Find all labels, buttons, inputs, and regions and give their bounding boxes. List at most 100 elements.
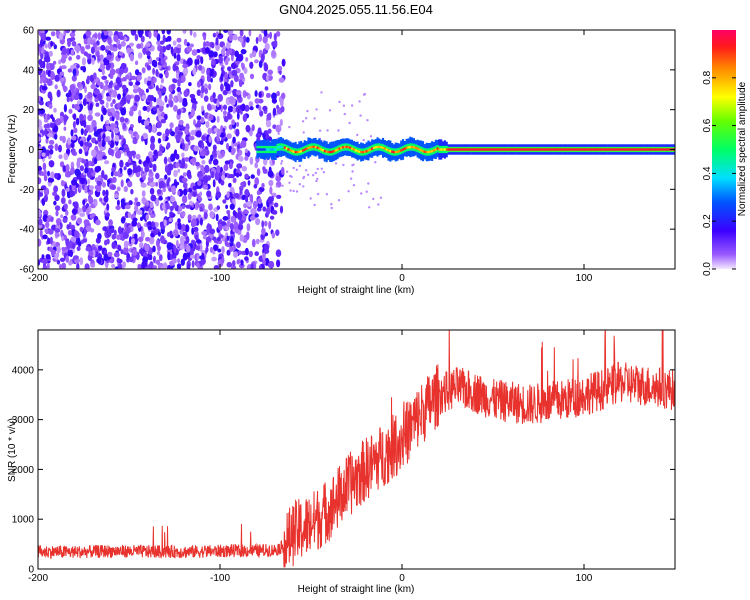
spectrogram-noise-cell bbox=[130, 30, 137, 36]
spectrogram-noise-cell bbox=[172, 40, 177, 46]
spectrogram-noise-cell bbox=[100, 44, 106, 51]
spectrogram-noise-cell bbox=[234, 192, 240, 199]
spectrogram-line-cell bbox=[325, 150, 328, 153]
x-tick-label: 100 bbox=[576, 273, 593, 284]
spectrogram-noise-cell bbox=[42, 162, 47, 171]
spectrogram-noise-cell bbox=[125, 74, 130, 80]
spectrogram-noise-cell bbox=[181, 152, 185, 158]
spectrogram-noise-cell bbox=[231, 119, 236, 126]
spectrogram-noise-cell bbox=[103, 57, 108, 64]
spectrogram-noise-cell bbox=[235, 241, 241, 249]
spectrogram-noise-cell bbox=[201, 231, 207, 236]
spectrogram-line-cell bbox=[502, 148, 505, 151]
spectrogram-noise-cell bbox=[212, 149, 218, 158]
spectrogram-noise-cell bbox=[245, 36, 250, 43]
spectrogram-noise-cell bbox=[115, 205, 121, 211]
spectrogram-noise-cell bbox=[230, 236, 234, 244]
spectrogram-noise-cell bbox=[230, 215, 237, 223]
spectrogram-noise-cell bbox=[316, 192, 320, 196]
spectrogram-noise-cell bbox=[316, 177, 319, 181]
spectrogram-noise-cell bbox=[120, 198, 125, 205]
spectrogram-noise-cell bbox=[228, 34, 233, 42]
spectrogram-noise-cell bbox=[222, 104, 228, 111]
spectrogram-noise-cell bbox=[177, 222, 182, 230]
spectrogram-noise-cell bbox=[232, 260, 236, 267]
spectrogram-noise-cell bbox=[202, 175, 209, 184]
spectrogram-noise-cell bbox=[271, 49, 276, 57]
spectrogram-noise-cell bbox=[193, 119, 196, 126]
spectrogram-noise-cell bbox=[301, 120, 305, 123]
spectrogram-line-cell bbox=[665, 148, 668, 151]
spectrogram-noise-cell bbox=[220, 66, 224, 72]
spectrogram-noise-cell bbox=[84, 141, 90, 147]
spectrogram-noise-cell bbox=[205, 237, 212, 242]
spectrogram-noise-cell bbox=[163, 113, 168, 121]
spectrogram-noise-cell bbox=[156, 259, 161, 266]
spectrogram-noise-cell bbox=[217, 33, 224, 40]
spectrogram-line-cell bbox=[443, 148, 446, 151]
spectrogram-noise-cell bbox=[49, 122, 55, 129]
spectrogram-noise-cell bbox=[68, 89, 72, 98]
spectrogram-noise-cell bbox=[78, 148, 83, 154]
spectrogram-noise-cell bbox=[85, 44, 91, 50]
spectrogram-line-cell bbox=[514, 148, 517, 151]
spectrogram-noise-cell bbox=[177, 218, 181, 224]
spectrogram-line-cell bbox=[425, 150, 428, 154]
spectrogram-noise-cell bbox=[111, 131, 114, 140]
spectrogram-noise-cell bbox=[59, 135, 63, 141]
spectrogram-x-label: Height of straight line (km) bbox=[298, 285, 415, 296]
spectrogram-noise-cell bbox=[135, 134, 140, 140]
spectrogram-noise-cell bbox=[42, 265, 48, 269]
spectrogram-noise-cell bbox=[206, 67, 210, 76]
spectrogram-noise-cell bbox=[79, 257, 84, 265]
spectrogram-noise-cell bbox=[87, 178, 91, 185]
spectrogram-noise-cell bbox=[152, 124, 156, 132]
spectrogram-noise-cell bbox=[185, 244, 191, 253]
spectrogram-noise-cell bbox=[43, 169, 47, 177]
spectrogram-noise-cell bbox=[142, 106, 148, 111]
spectrogram-noise-cell bbox=[49, 246, 53, 252]
spectrogram-noise-cell bbox=[203, 83, 208, 90]
spectrogram-noise-cell bbox=[369, 135, 373, 138]
spectrogram-noise-cell bbox=[315, 108, 318, 111]
spectrogram-line-cell bbox=[456, 148, 459, 151]
spectrogram-noise-cell bbox=[163, 156, 168, 165]
spectrogram-noise-cell bbox=[85, 30, 92, 37]
spectrogram-noise-cell bbox=[239, 37, 244, 43]
spectrogram-line-cell bbox=[656, 148, 659, 151]
spectrogram-noise-cell bbox=[170, 46, 174, 55]
spectrogram-noise-cell bbox=[201, 135, 207, 141]
spectrogram-noise-cell bbox=[338, 100, 341, 104]
spectrogram-noise-cell bbox=[38, 95, 41, 102]
spectrogram-noise-cell bbox=[90, 263, 96, 268]
spectrogram-noise-cell bbox=[179, 243, 185, 250]
spectrogram-noise-cell bbox=[313, 203, 316, 207]
spectrogram-noise-cell bbox=[56, 220, 61, 226]
spectrogram-noise-cell bbox=[44, 30, 48, 33]
spectrogram-noise-cell bbox=[79, 165, 85, 172]
spectrogram-noise-cell bbox=[69, 84, 76, 91]
spectrogram-noise-cell bbox=[241, 165, 248, 172]
spectrogram-noise-cell bbox=[50, 40, 53, 47]
spectrogram-noise-cell bbox=[228, 96, 235, 104]
spectrogram-noise-cell bbox=[237, 106, 241, 113]
spectrogram-noise-cell bbox=[119, 68, 124, 75]
spectrogram-noise-cell bbox=[105, 189, 109, 198]
spectrogram-noise-cell bbox=[289, 189, 292, 192]
spectrogram-noise-cell bbox=[114, 127, 119, 133]
spectrogram-noise-cell bbox=[46, 62, 50, 70]
spectrogram-noise-cell bbox=[239, 234, 244, 242]
spectrogram-noise-cell bbox=[349, 177, 353, 180]
spectrogram-noise-cell bbox=[196, 262, 200, 269]
spectrogram-noise-cell bbox=[337, 199, 341, 202]
spectrogram-noise-cell bbox=[160, 119, 166, 124]
spectrogram-line-cell bbox=[569, 148, 572, 151]
spectrogram-noise-cell bbox=[177, 131, 183, 136]
spectrogram-line-cell bbox=[420, 149, 423, 152]
spectrogram-noise-cell bbox=[254, 90, 258, 97]
spectrogram-noise-cell bbox=[45, 149, 50, 157]
spectrogram-noise-cell bbox=[67, 137, 71, 145]
spectrogram-noise-cell bbox=[165, 202, 170, 210]
snr-y-ticks: 0 1000 2000 3000 4000 bbox=[12, 365, 675, 576]
spectrogram-noise-cell bbox=[182, 142, 185, 151]
